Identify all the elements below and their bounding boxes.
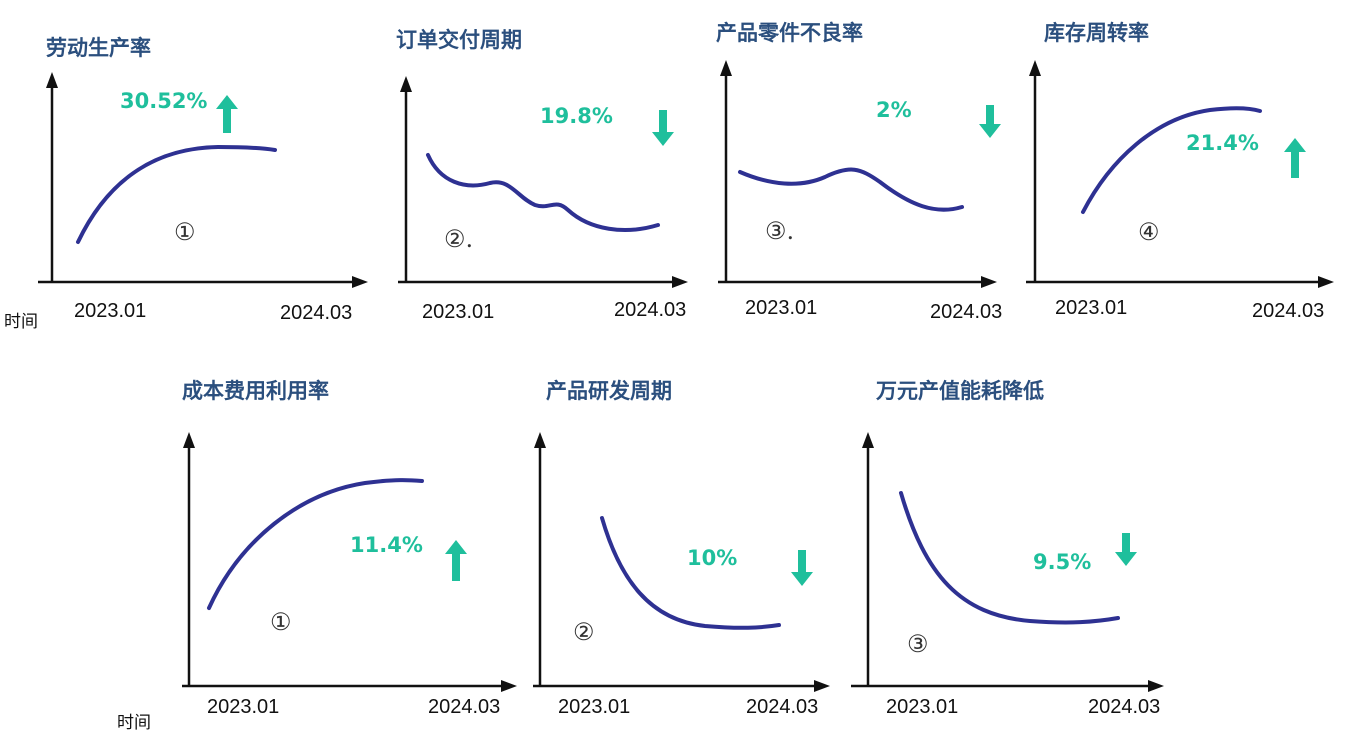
down-arrow-icon: [791, 550, 813, 586]
y-axis-label-top: 时间: [4, 312, 38, 332]
y-axis-arrow: [534, 432, 546, 448]
series-line: [899, 491, 1120, 625]
chart-title: 劳动生产率: [46, 36, 151, 60]
curve-marker: ②: [573, 618, 595, 646]
change-value: 10%: [687, 546, 738, 570]
chart-canvas: [38, 72, 368, 288]
chart-canvas: [533, 432, 830, 692]
change-value: 30.52%: [120, 89, 208, 113]
chart-title: 产品研发周期: [546, 379, 672, 403]
chart-panel-order-delivery-cycle: 订单交付周期 19.8% ②. 2023.01 2024.03: [0, 0, 688, 323]
curve-marker: ①: [270, 608, 292, 636]
y-axis-arrow: [183, 432, 195, 448]
y-axis-arrow: [46, 72, 58, 88]
chart-canvas: [718, 60, 997, 288]
x-tick-end: 2024.03: [280, 302, 353, 324]
series-line: [600, 516, 781, 630]
series-line: [738, 167, 964, 212]
curve-marker: ②.: [444, 225, 474, 253]
chart-panel-inventory-turnover: 库存周转率 21.4% ④ 2023.01 2024.03: [0, 0, 1334, 322]
up-arrow-icon: [445, 540, 467, 581]
x-axis-arrow: [352, 276, 368, 288]
series-line: [426, 153, 660, 232]
x-tick-start: 2023.01: [207, 696, 280, 718]
chart-panel-labor-productivity: 劳动生产率 30.52% ① 2023.01 2024.03: [0, 0, 368, 324]
chart-title: 万元产值能耗降低: [876, 379, 1044, 403]
y-axis-label-bottom: 时间: [117, 713, 151, 733]
chart-panel-parts-defect-rate: 产品零件不良率 2% ③. 2023.01 2024.03: [0, 0, 1002, 323]
chart-canvas: [851, 432, 1164, 692]
series-line: [207, 478, 424, 610]
y-axis-arrow: [720, 60, 732, 76]
x-axis-arrow: [981, 276, 997, 288]
chart-title: 产品零件不良率: [716, 21, 863, 45]
x-tick-start: 2023.01: [745, 297, 818, 319]
change-value: 11.4%: [350, 533, 423, 557]
chart-panel-rd-cycle: 产品研发周期 10% ② 2023.01 2024.03: [0, 0, 830, 718]
down-arrow-icon: [979, 105, 1001, 138]
chart-panel-cost-utilization: 成本费用利用率 11.4% ① 2023.01 2024.03: [0, 0, 517, 718]
x-tick-start: 2023.01: [886, 696, 959, 718]
chart-canvas: [398, 76, 688, 288]
x-axis-arrow: [501, 680, 517, 692]
x-tick-end: 2024.03: [428, 696, 501, 718]
x-tick-end: 2024.03: [746, 696, 819, 718]
x-tick-start: 2023.01: [74, 300, 147, 322]
chart-title: 订单交付周期: [396, 28, 522, 52]
x-axis-arrow: [672, 276, 688, 288]
curve-marker: ①: [174, 218, 196, 246]
x-tick-end: 2024.03: [1252, 300, 1325, 322]
down-arrow-icon: [1115, 533, 1137, 566]
series-line: [1081, 106, 1262, 214]
change-value: 21.4%: [1186, 131, 1259, 155]
up-arrow-icon: [1284, 138, 1306, 178]
chart-title: 库存周转率: [1044, 21, 1149, 45]
y-axis-arrow: [862, 432, 874, 448]
x-axis-arrow: [1148, 680, 1164, 692]
up-arrow-icon: [216, 95, 238, 133]
y-axis-arrow: [400, 76, 412, 92]
change-value: 9.5%: [1033, 550, 1092, 574]
change-value: 2%: [876, 98, 912, 122]
x-axis-arrow: [814, 680, 830, 692]
x-tick-end: 2024.03: [614, 299, 687, 321]
x-tick-end: 2024.03: [930, 301, 1003, 323]
down-arrow-icon: [652, 110, 674, 146]
x-axis-arrow: [1318, 276, 1334, 288]
chart-panel-energy-consumption: 万元产值能耗降低 9.5% ③ 2023.01 2024.03: [0, 0, 1164, 718]
x-tick-start: 2023.01: [422, 301, 495, 323]
chart-canvas: [182, 432, 517, 692]
y-axis-arrow: [1029, 60, 1041, 76]
series-line: [76, 144, 277, 244]
x-tick-start: 2023.01: [558, 696, 631, 718]
chart-canvas: [1026, 60, 1334, 288]
chart-title: 成本费用利用率: [182, 379, 329, 403]
curve-marker: ④: [1138, 218, 1160, 246]
x-tick-start: 2023.01: [1055, 297, 1128, 319]
curve-marker: ③.: [765, 217, 795, 245]
curve-marker: ③: [907, 630, 929, 658]
x-tick-end: 2024.03: [1088, 696, 1161, 718]
change-value: 19.8%: [540, 104, 613, 128]
